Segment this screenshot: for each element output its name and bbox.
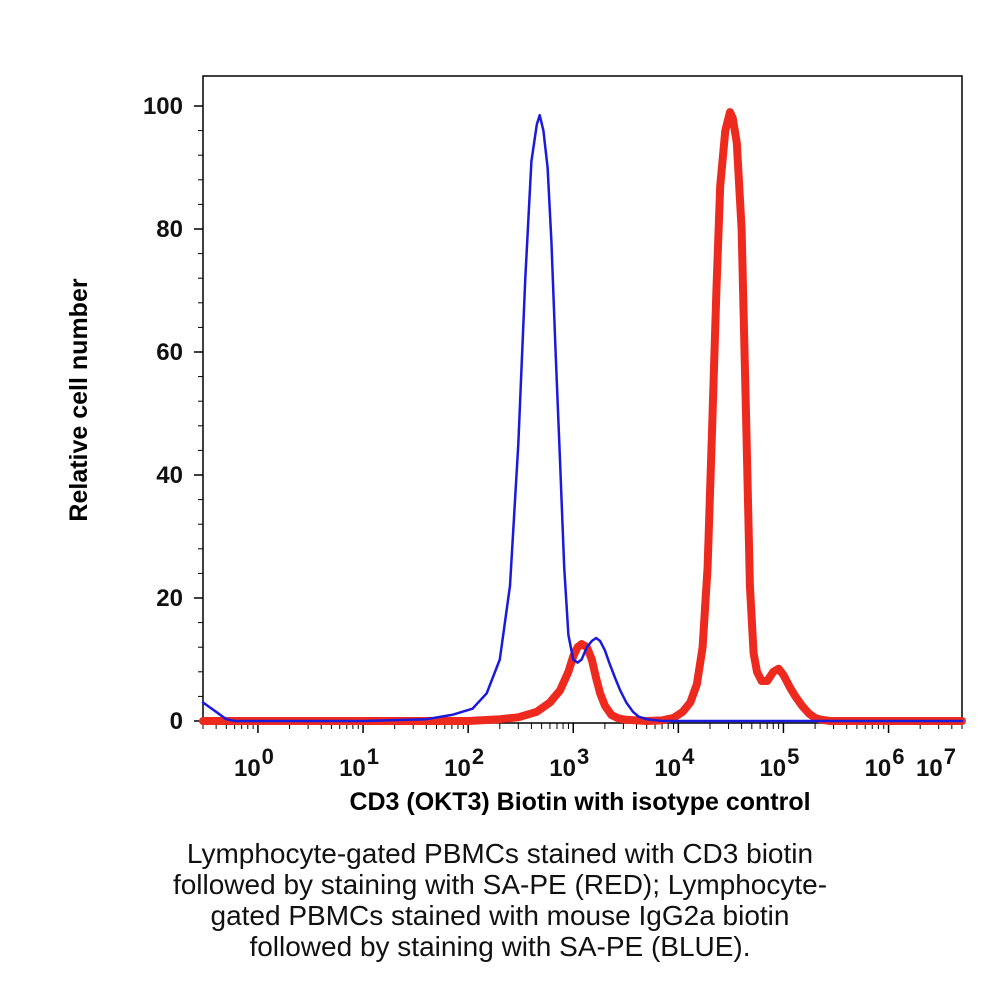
- plot-border: [202, 75, 963, 724]
- x-tick-label: 100: [234, 744, 274, 782]
- x-tick-exponent: 0: [262, 744, 274, 769]
- x-tick-label: 104: [654, 744, 695, 782]
- caption-line: followed by staining with SA-PE (BLUE).: [249, 931, 751, 962]
- caption-line: gated PBMCs stained with mouse IgG2a bio…: [210, 900, 790, 931]
- x-tick-exponent: 5: [787, 744, 799, 769]
- x-tick-label: 101: [339, 744, 379, 782]
- figure-caption: Lymphocyte-gated PBMCs stained with CD3 …: [40, 838, 960, 962]
- y-tick-label: 40: [156, 462, 183, 489]
- caption-line: Lymphocyte-gated PBMCs stained with CD3 …: [186, 838, 814, 869]
- x-tick-label: 103: [549, 744, 589, 782]
- y-tick-label: 20: [156, 585, 183, 612]
- y-tick-label: 60: [156, 339, 183, 366]
- x-tick-exponent: 7: [944, 744, 956, 769]
- y-tick-label: 100: [143, 93, 183, 120]
- x-tick-label: 102: [444, 744, 484, 782]
- series-line-blue: [201, 113, 964, 723]
- x-tick-exponent: 3: [577, 744, 589, 769]
- y-tick-label: 0: [170, 708, 183, 735]
- caption-line: followed by staining with SA-PE (RED); L…: [172, 869, 828, 900]
- x-axis-title: CD3 (OKT3) Biotin with isotype control: [349, 788, 810, 816]
- x-tick-exponent: 1: [367, 744, 379, 769]
- x-tick-exponent: 6: [892, 744, 904, 769]
- y-tick-label: 80: [156, 216, 183, 243]
- series-line-red: [199, 108, 966, 725]
- x-tick-label: 105: [759, 744, 799, 782]
- y-axis-title: Relative cell number: [65, 278, 93, 521]
- plot-frame: [202, 75, 963, 724]
- x-tick-label: 106: [865, 744, 905, 782]
- x-tick-label: 107: [916, 744, 956, 782]
- series-layer: [199, 108, 966, 725]
- y-axis: 0 20 40 60 80 100: [143, 93, 203, 735]
- x-tick-exponent: 2: [472, 744, 484, 769]
- x-tick-exponent: 4: [682, 744, 695, 769]
- x-axis: 100 101 102 103 104 105 106 107: [202, 723, 963, 782]
